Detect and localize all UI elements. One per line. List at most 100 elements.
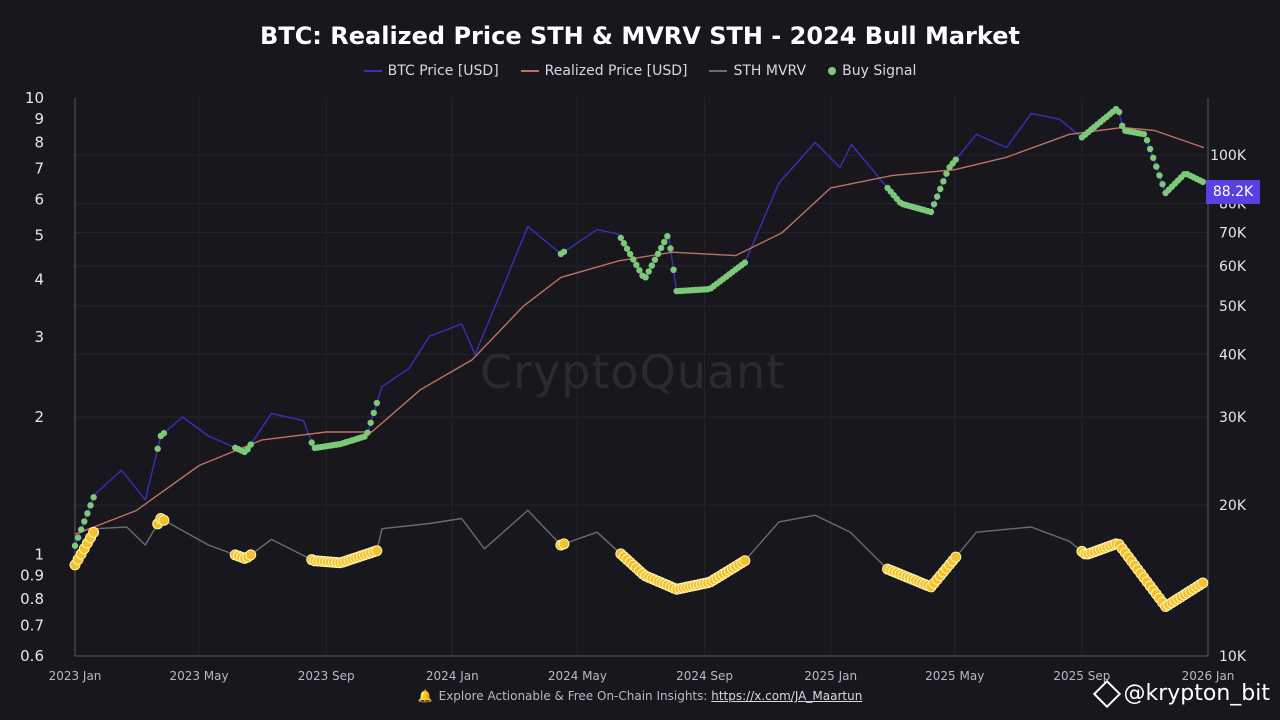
buy-signal-price-dot xyxy=(664,232,671,240)
watermark: CryptoQuant xyxy=(480,345,786,399)
left-tick-label: 0.9 xyxy=(20,567,44,585)
legend-label-btc-price: BTC Price [USD] xyxy=(387,63,499,79)
series-line-realized-price-usd xyxy=(74,126,1205,535)
buy-signal-price-dot xyxy=(617,234,625,242)
left-tick-label: 7 xyxy=(34,160,44,178)
buy-signal-price-dot xyxy=(642,274,649,281)
x-tick-label: 2024 May xyxy=(548,669,607,683)
buy-signal-price-dot xyxy=(1153,163,1160,170)
x-tick-label: 2024 Jan xyxy=(426,669,479,683)
buy-signal-price-dot xyxy=(160,430,168,437)
buy-signal-price-dot xyxy=(626,250,634,258)
buy-signal-mvrv-dot xyxy=(245,549,257,561)
legend-swatch-buy-signal xyxy=(828,67,837,75)
buy-signal-price-dot xyxy=(633,261,640,269)
buy-signal-price-dot xyxy=(937,185,944,193)
legend-label-sth-mvrv: STH MVRV xyxy=(733,63,807,79)
left-tick-label: 0.6 xyxy=(20,647,44,665)
buy-signal-price-dot xyxy=(81,518,88,525)
footer: 🔔 Explore Actionable & Free On-Chain Insi… xyxy=(0,689,1280,703)
buy-signal-price-dot xyxy=(1159,181,1166,188)
buy-signal-price-dot xyxy=(1143,137,1151,144)
legend-item-realized-price[interactable]: Realized Price [USD] xyxy=(520,63,688,79)
left-tick-label: 9 xyxy=(34,110,44,128)
x-tick-label: 2024 Sep xyxy=(676,669,733,683)
buy-signal-price-dot xyxy=(71,542,79,549)
badge-handle: @krypton_bit xyxy=(1123,681,1270,706)
legend-item-sth-mvrv[interactable]: STH MVRV xyxy=(709,63,806,79)
x-tick-label: 2025 Jan xyxy=(804,669,857,683)
left-tick-label: 5 xyxy=(34,226,44,244)
left-tick-label: 1 xyxy=(34,546,44,564)
buy-signal-price-dot xyxy=(90,494,97,501)
buy-signal-price-dot xyxy=(373,399,381,407)
legend-swatch-realized-price xyxy=(520,70,539,72)
buy-signal-price-dot xyxy=(648,262,656,269)
bell-icon: 🔔 xyxy=(417,689,433,703)
buy-signal-price-dot xyxy=(927,208,935,216)
buy-signal-price-dot xyxy=(933,193,941,200)
buy-signal-price-dot xyxy=(154,445,161,452)
x-tick-label: 2023 May xyxy=(169,669,228,683)
right-tick-label: 30K xyxy=(1219,410,1247,426)
buy-signal-mvrv-dot xyxy=(558,538,570,550)
legend-item-btc-price[interactable]: BTC Price [USD] xyxy=(363,63,499,79)
buy-signal-price-dot xyxy=(943,170,950,177)
x-tick-label: 2025 May xyxy=(925,669,984,683)
footer-link[interactable]: https://x.com/JA_Maartun xyxy=(711,689,863,703)
author-badge: @krypton_bit xyxy=(1093,679,1270,708)
buy-signal-price-dot xyxy=(651,256,659,263)
buy-signal-price-dot xyxy=(630,256,637,263)
x-tick-label: 2025 Sep xyxy=(1053,669,1110,683)
buy-signal-price-dot xyxy=(1115,108,1123,116)
buy-signal-price-dot xyxy=(657,244,665,252)
left-tick-label: 6 xyxy=(34,190,44,208)
buy-signal-price-dot xyxy=(667,245,674,252)
series-line-btc-price-usd xyxy=(74,106,1205,546)
buy-signal-price-dot xyxy=(560,248,568,255)
right-tick-label: 20K xyxy=(1219,498,1247,514)
buy-signal-price-dot xyxy=(661,238,668,246)
left-tick-label: 8 xyxy=(34,133,44,151)
left-tick-label: 0.8 xyxy=(20,590,44,608)
buy-signal-price-dot xyxy=(1156,172,1163,179)
buy-signal-mvrv-dot xyxy=(158,514,170,526)
footer-text: Explore Actionable & Free On-Chain Insig… xyxy=(438,689,712,703)
buy-signal-price-dot xyxy=(930,201,938,208)
right-tick-label: 10K xyxy=(1219,649,1247,665)
legend-label-realized-price: Realized Price [USD] xyxy=(544,63,688,79)
x-tick-label: 2023 Jan xyxy=(49,669,102,683)
buy-signal-price-dot xyxy=(636,267,643,274)
buy-signal-price-dot xyxy=(654,250,662,258)
buy-signal-price-dot xyxy=(1146,145,1154,153)
legend-item-buy-signal[interactable]: Buy Signal xyxy=(828,63,916,79)
right-tick-label: 50K xyxy=(1219,299,1247,315)
x-tick-label: 2026 Jan xyxy=(1182,669,1235,683)
left-tick-label: 2 xyxy=(34,408,44,426)
left-tick-label: 0.7 xyxy=(20,616,44,634)
x-tick-label: 2023 Sep xyxy=(298,669,355,683)
buy-signal-mvrv-dot xyxy=(371,545,383,557)
series-line-sth-mvrv xyxy=(74,509,1205,608)
right-tick-label: 70K xyxy=(1219,226,1247,242)
legend-swatch-btc-price xyxy=(363,70,382,72)
buy-signal-price-dot xyxy=(74,534,82,541)
left-tick-label: 4 xyxy=(34,271,44,289)
buy-signal-price-dot xyxy=(620,240,628,247)
buy-signal-price-dot xyxy=(87,502,94,509)
buy-signal-price-dot xyxy=(623,245,631,252)
legend: BTC Price [USD] Realized Price [USD] STH… xyxy=(0,63,1280,79)
buy-signal-price-dot xyxy=(1150,154,1157,162)
buy-signal-price-dot xyxy=(952,156,959,163)
buy-signal-mvrv-dot xyxy=(1197,577,1209,589)
current-price-tag: 88.2K xyxy=(1206,180,1260,204)
left-tick-label: 3 xyxy=(34,328,44,346)
buy-signal-price-dot xyxy=(247,441,254,448)
right-tick-label: 60K xyxy=(1219,259,1247,275)
buy-signal-price-dot xyxy=(84,510,91,517)
right-tick-label: 40K xyxy=(1219,347,1247,363)
buy-signal-price-dot xyxy=(1118,122,1126,130)
buy-signal-price-dot xyxy=(1199,178,1207,186)
buy-signal-price-dot xyxy=(78,526,85,533)
